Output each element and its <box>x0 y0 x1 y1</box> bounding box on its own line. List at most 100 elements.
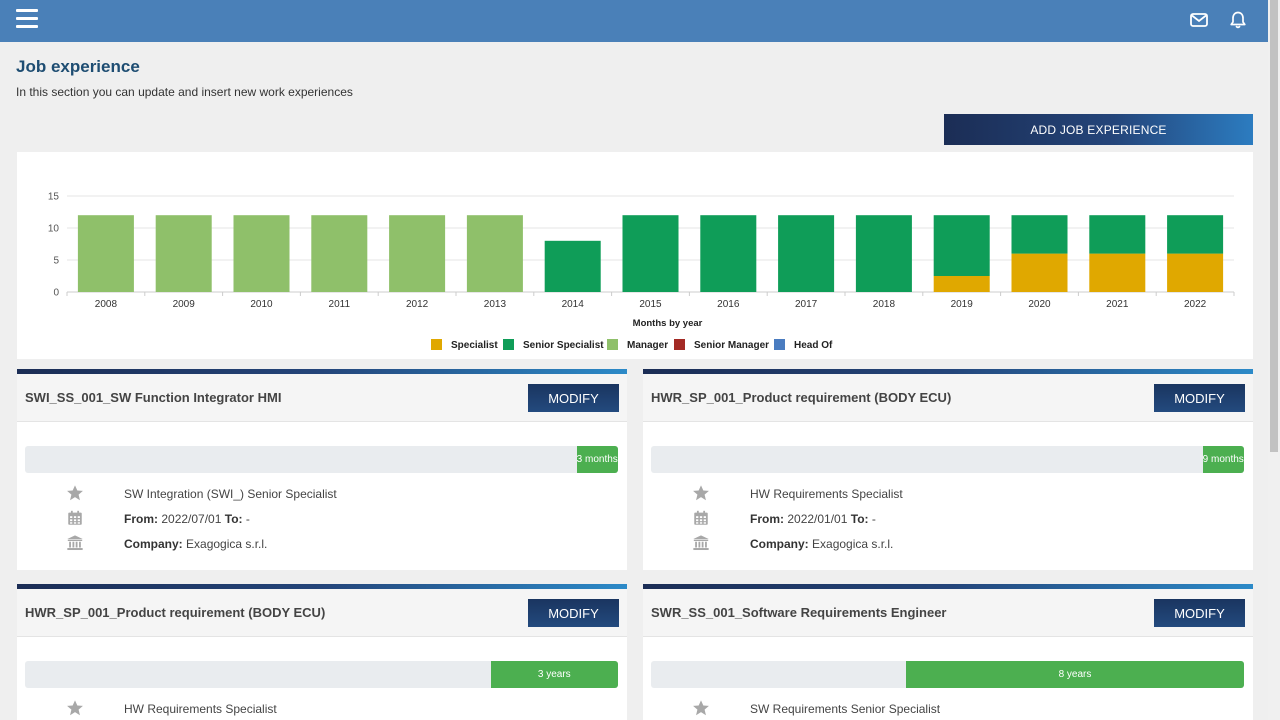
card-title: SWR_SS_001_Software Requirements Enginee… <box>651 605 947 620</box>
bar-segment <box>1011 215 1068 254</box>
duration-progress-fill: 9 months <box>1202 446 1244 473</box>
card-title: HWR_SP_001_Product requirement (BODY ECU… <box>651 390 952 405</box>
date-text: From: 2022/01/01 To: - <box>750 512 876 526</box>
star-icon <box>693 485 709 501</box>
x-tick-label: 2011 <box>329 299 351 310</box>
chart-svg: 0 5 10 15 2008 2009 2010 2011 2012 2013 2014 2015 20… <box>48 192 1235 351</box>
modify-button[interactable]: MODIFY <box>1154 384 1245 412</box>
star-icon <box>693 700 709 716</box>
legend-label: Senior Manager <box>694 340 769 351</box>
x-tick-label: 2022 <box>1184 299 1207 310</box>
bar-segment <box>1011 253 1068 292</box>
x-tick-label: 2012 <box>406 299 429 310</box>
duration-progress-bar: 3 years <box>25 661 618 688</box>
x-tick-label: 2009 <box>173 299 196 310</box>
bar-segment <box>1089 253 1146 292</box>
star-icon <box>67 700 83 716</box>
bar-segment <box>544 240 601 292</box>
x-tick-label: 2015 <box>639 299 662 310</box>
top-navbar <box>0 0 1268 42</box>
bar-segment <box>1167 215 1224 254</box>
bar-segment <box>933 215 990 276</box>
y-tick-label: 5 <box>53 256 59 267</box>
x-tick-label: 2019 <box>951 299 974 310</box>
bar-segment <box>700 215 757 292</box>
legend-label: Senior Specialist <box>523 340 604 351</box>
bar-segment <box>855 215 912 292</box>
hamburger-menu-icon[interactable] <box>16 9 38 29</box>
page-subtitle: In this section you can update and inser… <box>16 85 353 99</box>
legend-swatch <box>431 339 442 350</box>
role-text: SW Integration (SWI_) Senior Specialist <box>124 487 337 501</box>
modify-button[interactable]: MODIFY <box>528 384 619 412</box>
duration-progress-fill: 3 years <box>490 661 618 688</box>
card-accent-line <box>643 584 1253 589</box>
legend-label: Head Of <box>794 340 833 351</box>
duration-progress-fill: 3 months <box>576 446 618 473</box>
modify-button[interactable]: MODIFY <box>528 599 619 627</box>
bar-segment <box>1089 215 1146 254</box>
date-text: From: 2022/07/01 To: - <box>124 512 250 526</box>
card-header: HWR_SP_001_Product requirement (BODY ECU… <box>17 589 627 637</box>
x-tick-label: 2010 <box>250 299 273 310</box>
bar-segment <box>311 215 368 292</box>
card-header: SWR_SS_001_Software Requirements Enginee… <box>643 589 1253 637</box>
bank-building-icon <box>67 535 83 551</box>
company-text: Company: Exagogica s.r.l. <box>750 537 894 551</box>
legend-swatch <box>674 339 685 350</box>
calendar-icon <box>694 510 708 525</box>
job-experience-card: HWR_SP_001_Product requirement (BODY ECU… <box>643 369 1253 570</box>
mail-icon[interactable] <box>1189 10 1209 30</box>
card-title: SWI_SS_001_SW Function Integrator HMI <box>25 390 282 405</box>
card-title: HWR_SP_001_Product requirement (BODY ECU… <box>25 605 326 620</box>
bar-segment <box>155 215 212 292</box>
calendar-icon <box>68 510 82 525</box>
page-title: Job experience <box>16 57 140 76</box>
company-text: Company: Exagogica s.r.l. <box>124 537 268 551</box>
role-text: HW Requirements Specialist <box>124 702 277 716</box>
x-tick-label: 2017 <box>795 299 818 310</box>
page-scrollbar[interactable] <box>1268 0 1280 720</box>
legend-swatch <box>774 339 785 350</box>
job-experience-chart: 0 5 10 15 2008 2009 2010 2011 2012 2013 2014 2015 20… <box>17 152 1253 359</box>
role-text: SW Requirements Senior Specialist <box>750 702 941 716</box>
y-tick-label: 10 <box>48 224 60 235</box>
x-tick-label: 2021 <box>1106 299 1129 310</box>
x-tick-label: 2014 <box>562 299 585 310</box>
legend-swatch <box>607 339 618 350</box>
duration-progress-bar: 8 years <box>651 661 1244 688</box>
role-text: HW Requirements Specialist <box>750 487 903 501</box>
x-tick-label: 2016 <box>717 299 740 310</box>
legend-label: Manager <box>627 340 668 351</box>
x-tick-label: 2020 <box>1028 299 1051 310</box>
x-tick-label: 2018 <box>873 299 896 310</box>
card-accent-line <box>17 584 627 589</box>
bar-segment <box>778 215 835 292</box>
bar-segment <box>466 215 523 292</box>
legend-label: Specialist <box>451 340 498 351</box>
card-accent-line <box>17 369 627 374</box>
x-tick-label: 2013 <box>484 299 507 310</box>
duration-progress-bar: 9 months <box>651 446 1244 473</box>
bar-segment <box>1167 253 1224 292</box>
x-axis-label: Months by year <box>633 318 703 329</box>
bar-segment <box>933 276 990 292</box>
job-experience-card: HWR_SP_001_Product requirement (BODY ECU… <box>17 584 627 720</box>
bar-segment <box>389 215 446 292</box>
duration-progress-bar: 3 months <box>25 446 618 473</box>
y-tick-label: 0 <box>53 288 59 299</box>
bank-building-icon <box>693 535 709 551</box>
legend-swatch <box>503 339 514 350</box>
bell-icon[interactable] <box>1228 10 1248 30</box>
x-tick-label: 2008 <box>95 299 118 310</box>
y-tick-label: 15 <box>48 192 60 203</box>
duration-progress-fill: 8 years <box>906 661 1244 688</box>
bar-segment <box>622 215 679 292</box>
card-header: SWI_SS_001_SW Function Integrator HMI MO… <box>17 374 627 422</box>
modify-button[interactable]: MODIFY <box>1154 599 1245 627</box>
add-job-experience-button[interactable]: ADD JOB EXPERIENCE <box>944 114 1253 145</box>
card-header: HWR_SP_001_Product requirement (BODY ECU… <box>643 374 1253 422</box>
scrollbar-thumb[interactable] <box>1270 0 1278 452</box>
card-accent-line <box>643 369 1253 374</box>
star-icon <box>67 485 83 501</box>
